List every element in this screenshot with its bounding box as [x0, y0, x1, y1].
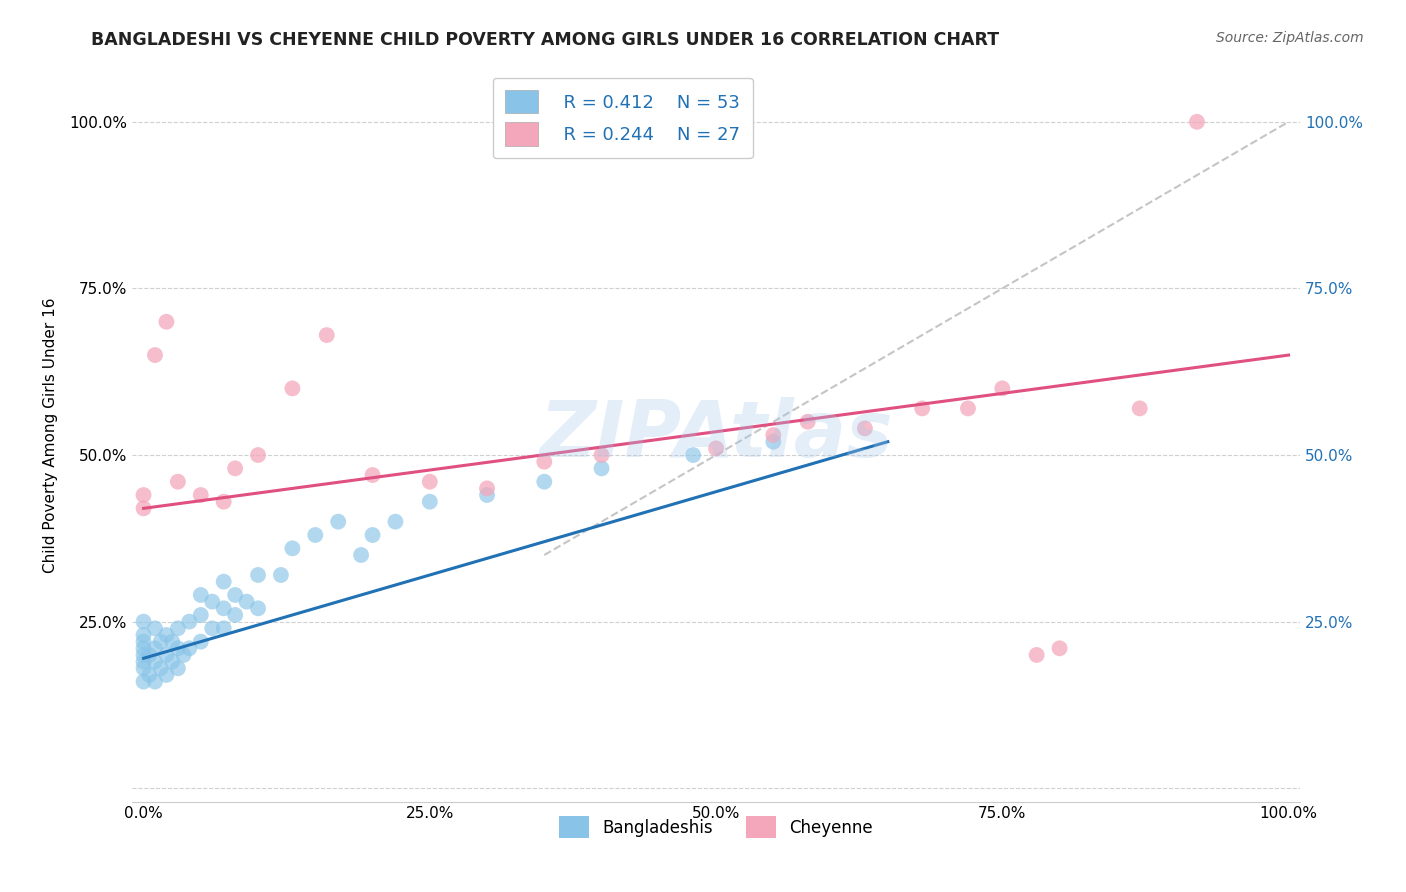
Point: [173, 648, 195, 662]
Point: [138, 668, 160, 682]
Point: [419, 475, 441, 489]
Point: [167, 641, 190, 656]
Point: [281, 381, 304, 395]
Point: [138, 648, 160, 662]
Point: [132, 501, 155, 516]
Point: [1049, 641, 1071, 656]
Point: [190, 607, 212, 622]
Point: [155, 648, 177, 662]
Point: [190, 488, 212, 502]
Point: [201, 621, 224, 635]
Point: [247, 448, 270, 462]
Point: [132, 634, 155, 648]
Point: [384, 515, 406, 529]
Point: [304, 528, 326, 542]
Point: [132, 488, 155, 502]
Point: [682, 448, 704, 462]
Point: [270, 568, 292, 582]
Point: [132, 641, 155, 656]
Point: [132, 615, 155, 629]
Point: [160, 634, 183, 648]
Point: [224, 461, 246, 475]
Point: [361, 468, 384, 483]
Point: [155, 628, 177, 642]
Point: [591, 461, 613, 475]
Point: [361, 528, 384, 542]
Point: [143, 348, 166, 362]
Point: [167, 475, 190, 489]
Point: [475, 481, 498, 495]
Point: [132, 628, 155, 642]
Point: [155, 668, 177, 682]
Point: [149, 634, 172, 648]
Point: [224, 607, 246, 622]
Point: [350, 548, 373, 562]
Point: [167, 661, 190, 675]
Point: [281, 541, 304, 556]
Text: BANGLADESHI VS CHEYENNE CHILD POVERTY AMONG GIRLS UNDER 16 CORRELATION CHART: BANGLADESHI VS CHEYENNE CHILD POVERTY AM…: [91, 31, 1000, 49]
Point: [160, 655, 183, 669]
Point: [419, 494, 441, 508]
Point: [132, 674, 155, 689]
Text: ZIPAtlas: ZIPAtlas: [540, 397, 893, 473]
Point: [315, 328, 337, 343]
Point: [190, 634, 212, 648]
Point: [247, 601, 270, 615]
Point: [533, 455, 555, 469]
Point: [212, 574, 235, 589]
Point: [201, 594, 224, 608]
Point: [143, 674, 166, 689]
Point: [212, 621, 235, 635]
Point: [991, 381, 1014, 395]
Point: [224, 588, 246, 602]
Text: Source: ZipAtlas.com: Source: ZipAtlas.com: [1216, 31, 1364, 45]
Y-axis label: Child Poverty Among Girls Under 16: Child Poverty Among Girls Under 16: [44, 297, 58, 573]
Point: [591, 448, 613, 462]
Point: [533, 475, 555, 489]
Point: [796, 415, 818, 429]
Point: [762, 428, 785, 442]
Point: [132, 661, 155, 675]
Point: [762, 434, 785, 449]
Point: [132, 648, 155, 662]
Point: [853, 421, 876, 435]
Point: [179, 615, 201, 629]
Point: [1185, 115, 1208, 129]
Point: [704, 442, 727, 456]
Point: [235, 594, 257, 608]
Point: [328, 515, 350, 529]
Point: [167, 621, 190, 635]
Point: [212, 494, 235, 508]
Point: [143, 641, 166, 656]
Point: [911, 401, 934, 416]
Point: [143, 621, 166, 635]
Point: [132, 655, 155, 669]
Point: [143, 655, 166, 669]
Point: [179, 641, 201, 656]
Point: [1129, 401, 1152, 416]
Point: [247, 568, 270, 582]
Point: [155, 315, 177, 329]
Point: [149, 661, 172, 675]
Point: [956, 401, 979, 416]
Point: [190, 588, 212, 602]
Point: [475, 488, 498, 502]
Legend: Bangladeshis, Cheyenne: Bangladeshis, Cheyenne: [553, 810, 880, 845]
Point: [1025, 648, 1047, 662]
Point: [212, 601, 235, 615]
